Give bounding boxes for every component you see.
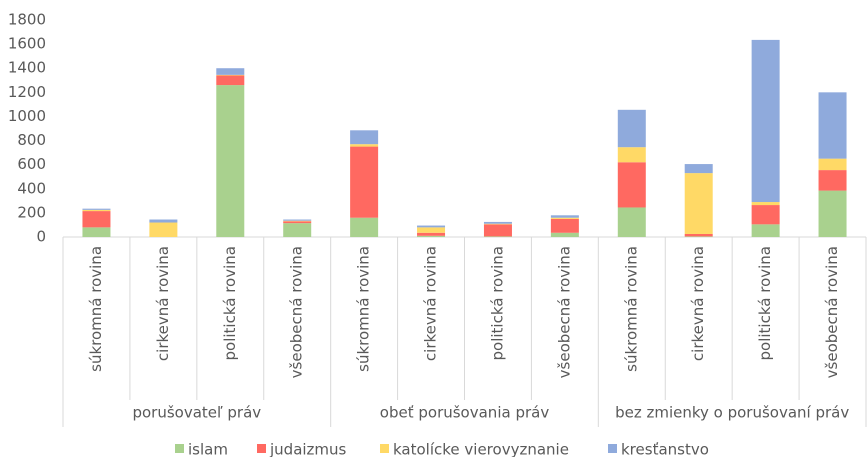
bar-segment (82, 227, 111, 237)
bar-segment (283, 223, 312, 237)
bar-segment (350, 217, 379, 237)
bar-segment (751, 205, 780, 225)
bar-segment (216, 75, 245, 86)
legend-label: islam (188, 441, 228, 457)
legend-swatch (380, 444, 389, 453)
legend-label: katolícke vierovyznanie (393, 441, 569, 457)
x-tick-label: cirkevná rovina (689, 246, 707, 361)
x-tick-label: všeobecná rovina (823, 246, 841, 378)
x-tick-label: cirkevná rovina (422, 246, 440, 361)
bar-segment (550, 232, 579, 237)
bar-segment (82, 208, 111, 210)
x-tick-label: politická rovina (221, 246, 239, 360)
bar-segment (818, 92, 847, 159)
bar-segment (350, 130, 379, 145)
y-tick-label: 800 (17, 131, 46, 149)
legend-swatch (257, 444, 266, 453)
bar-segment (684, 233, 713, 237)
bar-segment (149, 222, 178, 237)
y-tick-label: 1400 (8, 59, 46, 77)
bar-segment (751, 202, 780, 206)
bar-segment (417, 232, 446, 236)
y-tick-label: 0 (36, 228, 46, 246)
bar-segment (417, 225, 446, 228)
y-tick-label: 600 (17, 155, 46, 173)
group-label: bez zmienky o porušovaní práv (615, 404, 849, 422)
bar-segment (216, 85, 245, 237)
bar-segment (283, 219, 312, 221)
bar-segment (216, 68, 245, 75)
x-tick-label: všeobecná rovina (555, 246, 573, 378)
bar-segment (417, 235, 446, 237)
legend-label: judaizmus (269, 441, 347, 457)
bar-segment (149, 219, 178, 223)
y-tick-label: 1600 (8, 35, 46, 53)
group-label: obeť porušovania práv (380, 404, 550, 422)
bar-segment (82, 209, 111, 212)
x-tick-label: politická rovina (488, 246, 506, 360)
x-tick-label: súkromná rovina (355, 246, 373, 372)
bar-segment (350, 146, 379, 218)
y-tick-label: 200 (17, 203, 46, 221)
bar-segment (216, 74, 245, 76)
legend-swatch (608, 444, 617, 453)
bar-segment (483, 236, 512, 237)
bar-segment (617, 207, 646, 237)
y-tick-label: 400 (17, 179, 46, 197)
bar-segment (350, 144, 379, 147)
bar-segment (751, 39, 780, 203)
bar-segment (818, 190, 847, 237)
legend-label: kresťanstvo (621, 441, 709, 457)
x-tick-label: cirkevná rovina (154, 246, 172, 361)
y-tick-label: 1800 (8, 11, 46, 29)
y-tick-label: 1200 (8, 83, 46, 101)
bar-segment (751, 224, 780, 237)
y-tick-label: 1000 (8, 107, 46, 125)
legend-swatch (175, 444, 184, 453)
bar-segment (483, 224, 512, 237)
group-label: porušovateľ práv (132, 404, 261, 422)
bar-segment (283, 220, 312, 222)
x-tick-label: súkromná rovina (622, 246, 640, 372)
bar-segment (684, 173, 713, 234)
x-tick-label: politická rovina (756, 246, 774, 360)
bar-segment (82, 211, 111, 228)
bar-segment (550, 218, 579, 233)
bar-segment (617, 162, 646, 208)
bar-segment (417, 227, 446, 233)
x-tick-label: všeobecná rovina (288, 246, 306, 378)
bar-segment (550, 217, 579, 219)
bar-segment (818, 158, 847, 171)
bar-segment (617, 147, 646, 163)
bar-segment (818, 170, 847, 191)
bar-segment (283, 221, 312, 224)
bar-segment (550, 215, 579, 218)
bar-segment (617, 109, 646, 148)
bar-segment (684, 164, 713, 174)
bar-segment (684, 236, 713, 237)
bar-segment (483, 221, 512, 224)
bar-segment (483, 223, 512, 225)
x-tick-label: súkromná rovina (87, 246, 105, 372)
